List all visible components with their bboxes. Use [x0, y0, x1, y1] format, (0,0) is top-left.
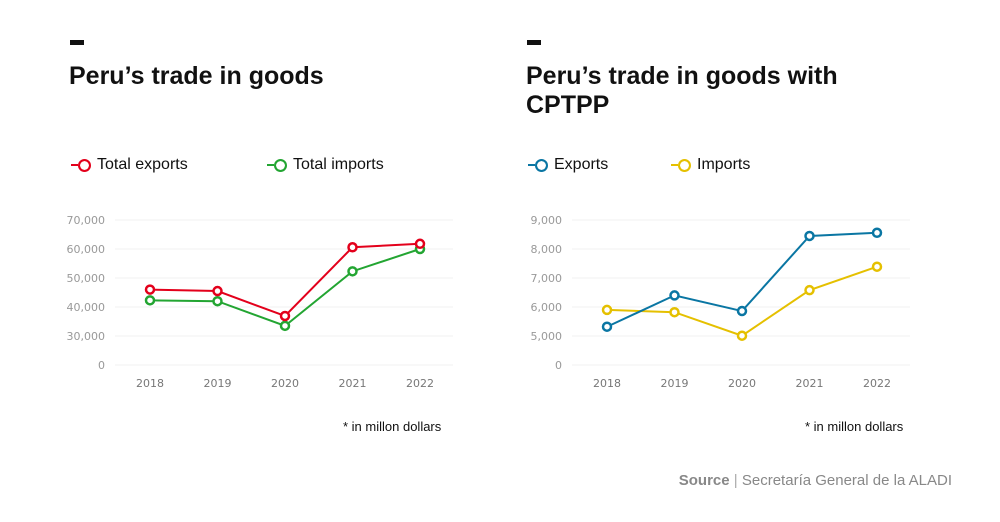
legend-label: Exports	[554, 156, 609, 173]
x-tick-label: 2022	[863, 377, 891, 390]
y-tick-label: 8,000	[531, 243, 563, 256]
unit-note-left: * in millon dollars	[343, 419, 442, 434]
data-point	[601, 321, 613, 332]
legend-marker-icon	[71, 158, 91, 172]
data-point	[804, 284, 815, 296]
legend-marker-icon	[671, 158, 691, 172]
series-line	[606, 265, 878, 337]
data-point	[669, 290, 680, 301]
data-point	[347, 266, 358, 277]
x-tick-label: 2019	[204, 377, 232, 390]
y-tick-label: 7,000	[531, 272, 563, 285]
legend-marker-icon	[528, 158, 548, 172]
data-point	[871, 261, 883, 272]
legend-label: Imports	[697, 156, 751, 173]
data-point	[144, 295, 156, 306]
data-point	[279, 310, 291, 322]
data-point	[144, 284, 156, 295]
data-point	[279, 320, 291, 332]
chart-title-right: Peru’s trade in goods with CPTPP	[526, 62, 838, 119]
chart-title-left: Peru’s trade in goods	[69, 62, 324, 90]
source-label: Source	[678, 472, 730, 489]
legend-item-imports: Imports	[671, 156, 751, 174]
x-tick-label: 2022	[406, 377, 434, 390]
data-point	[736, 305, 748, 317]
legend-marker-icon	[267, 158, 287, 172]
y-tick-label: 0	[555, 359, 562, 372]
data-point	[601, 304, 613, 316]
data-point	[212, 295, 223, 307]
data-point	[871, 227, 883, 239]
source-credit: Source | Secretaría General de la ALADI	[679, 472, 952, 489]
source-separator: |	[733, 472, 738, 489]
y-tick-label: 40,000	[67, 301, 106, 314]
x-tick-label: 2021	[796, 377, 824, 390]
data-point	[347, 242, 358, 253]
data-point	[804, 230, 815, 242]
unit-note-right: * in millon dollars	[805, 419, 904, 434]
x-tick-label: 2018	[136, 377, 164, 390]
x-tick-label: 2020	[271, 377, 299, 390]
x-tick-label: 2021	[339, 377, 367, 390]
y-tick-label: 0	[98, 359, 105, 372]
data-point	[669, 306, 680, 318]
legend-item-total-imports: Total imports	[267, 156, 384, 174]
x-tick-label: 2020	[728, 377, 756, 390]
x-tick-label: 2018	[593, 377, 621, 390]
y-tick-label: 9,000	[531, 214, 563, 227]
series-line	[149, 242, 421, 318]
data-point	[736, 330, 748, 341]
legend-item-total-exports: Total exports	[71, 156, 188, 174]
accent-dash	[527, 40, 541, 45]
legend-label: Total imports	[293, 156, 384, 173]
legend-label: Total exports	[97, 156, 188, 173]
y-tick-label: 50,000	[67, 272, 106, 285]
data-point	[414, 238, 426, 250]
y-tick-label: 70,000	[67, 214, 106, 227]
y-tick-label: 6,000	[531, 301, 563, 314]
data-point	[212, 285, 223, 297]
y-tick-label: 5,000	[531, 330, 563, 343]
y-tick-label: 60,000	[67, 243, 106, 256]
y-tick-label: 30,000	[67, 330, 106, 343]
x-tick-label: 2019	[661, 377, 689, 390]
accent-dash	[70, 40, 84, 45]
legend-item-exports: Exports	[528, 156, 609, 174]
source-text: Secretaría General de la ALADI	[741, 472, 952, 489]
